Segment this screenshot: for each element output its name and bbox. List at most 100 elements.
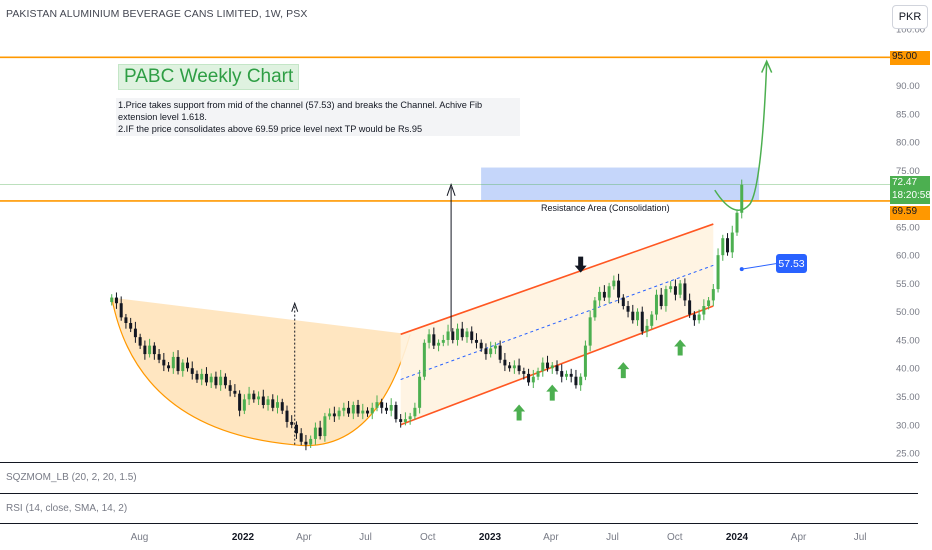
candle	[214, 371, 218, 389]
x-tick-label: Jul	[854, 532, 867, 543]
candle	[351, 401, 355, 420]
candle-body	[697, 314, 701, 321]
candle	[702, 299, 706, 321]
y-tick-label: 100.00	[896, 25, 925, 36]
pane-separator[interactable]	[0, 523, 918, 524]
candle	[313, 422, 317, 445]
candle	[654, 289, 658, 321]
candle-body	[370, 407, 374, 414]
resistance-zone	[481, 167, 760, 201]
candle	[607, 282, 611, 304]
candle	[678, 280, 682, 299]
candle-body	[342, 407, 346, 411]
candle-body	[328, 413, 332, 417]
measured-move-arrowhead	[446, 182, 456, 196]
candle-body	[351, 404, 355, 414]
candle-body	[290, 421, 294, 425]
candle-body	[186, 362, 190, 369]
candle	[380, 398, 384, 414]
sqzmom-indicator-label[interactable]: SQZMOM_LB (20, 2, 20, 1.5)	[6, 472, 137, 483]
note-1: 1.Price takes support from mid of the ch…	[118, 100, 483, 122]
candle-body	[200, 373, 204, 380]
candle	[716, 248, 720, 293]
pane-separator[interactable]	[0, 462, 918, 463]
candle	[148, 338, 152, 358]
candle	[460, 321, 464, 341]
candle-body	[636, 311, 640, 321]
candle	[451, 328, 455, 344]
candle	[664, 285, 668, 312]
candle	[318, 420, 322, 440]
candle	[204, 367, 208, 386]
x-tick-label: 2024	[726, 532, 749, 543]
candle-body	[626, 306, 630, 312]
candle-body	[129, 323, 133, 329]
resistance-area-label: Resistance Area (Consolidation)	[541, 203, 670, 213]
candle	[721, 234, 725, 261]
rsi-indicator-label[interactable]: RSI (14, close, SMA, 14, 2)	[6, 503, 128, 514]
candle	[441, 334, 445, 347]
candle-body	[574, 376, 578, 386]
projection-arrowhead	[760, 59, 773, 73]
candle-body	[138, 337, 142, 346]
x-tick-label: 2023	[479, 532, 502, 543]
candle-body	[294, 424, 298, 434]
candle-body	[432, 334, 436, 346]
candle	[688, 293, 692, 318]
candle-body	[593, 300, 597, 318]
candle	[375, 395, 379, 412]
candle	[512, 360, 516, 374]
candle-body	[427, 334, 431, 343]
last-price-badge: 72.47 18:20:58	[890, 176, 931, 204]
candle	[119, 296, 123, 321]
candle-body	[621, 297, 625, 307]
candle-body	[271, 399, 275, 408]
candle-body	[337, 410, 341, 417]
candle-body	[223, 376, 227, 386]
pane-separator[interactable]	[0, 493, 918, 494]
candle-body	[347, 407, 351, 414]
candle-body	[162, 359, 166, 366]
candle-body	[465, 331, 469, 338]
y-tick-label: 35.00	[896, 392, 920, 403]
candle-body	[389, 404, 393, 411]
symbol-title: PAKISTAN ALUMINIUM BEVERAGE CANS LIMITED…	[6, 8, 308, 20]
candle	[517, 358, 521, 375]
candle-body	[408, 416, 412, 420]
candle-body	[489, 348, 493, 355]
candle	[418, 369, 422, 414]
candle	[114, 292, 118, 309]
candle-body	[493, 345, 497, 349]
candle	[465, 328, 469, 343]
candle-body	[531, 376, 535, 383]
y-tick-label: 90.00	[896, 81, 920, 92]
candle-body	[692, 314, 696, 321]
candle	[711, 283, 715, 307]
currency-button[interactable]: PKR	[892, 5, 928, 29]
candle-body	[214, 376, 218, 386]
candle	[276, 395, 280, 414]
green-up-arrow	[617, 362, 630, 379]
candle-body	[242, 399, 246, 411]
candle	[143, 340, 147, 360]
candle	[242, 394, 246, 415]
y-tick-label: 80.00	[896, 138, 920, 149]
candle	[261, 389, 265, 409]
candle	[294, 421, 298, 439]
analysis-notes: 1.Price takes support from mid of the ch…	[116, 98, 520, 136]
candle	[257, 391, 261, 405]
candle-body	[579, 376, 583, 386]
candle	[673, 279, 677, 301]
candle-body	[460, 328, 464, 338]
candle-body	[318, 427, 322, 437]
candle	[219, 369, 223, 391]
candle-body	[607, 286, 611, 298]
candle	[271, 394, 275, 412]
candle-body	[114, 297, 118, 304]
candle-body	[484, 348, 488, 355]
candle-body	[422, 342, 426, 377]
candle	[579, 373, 583, 391]
candle-body	[522, 371, 526, 374]
candle	[422, 339, 426, 381]
